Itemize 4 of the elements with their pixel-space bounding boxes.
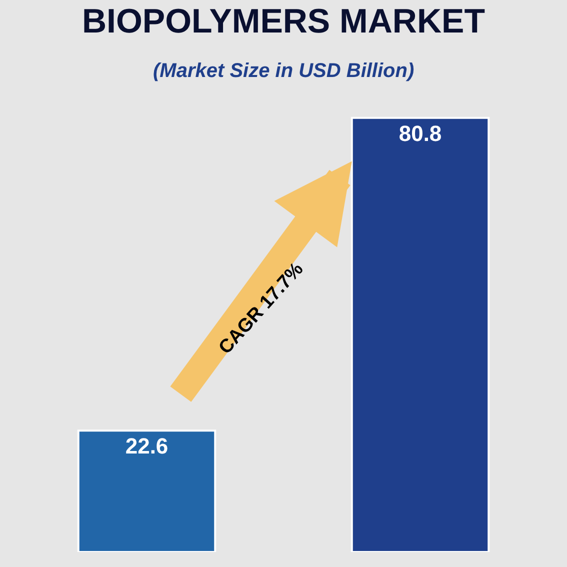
data-label: 22.6 (125, 434, 168, 459)
chart-subtitle: (Market Size in USD Billion) (153, 60, 414, 82)
data-label: 80.8 (398, 120, 442, 146)
chart-title: BIOPOLYMERS MARKET (82, 2, 486, 40)
